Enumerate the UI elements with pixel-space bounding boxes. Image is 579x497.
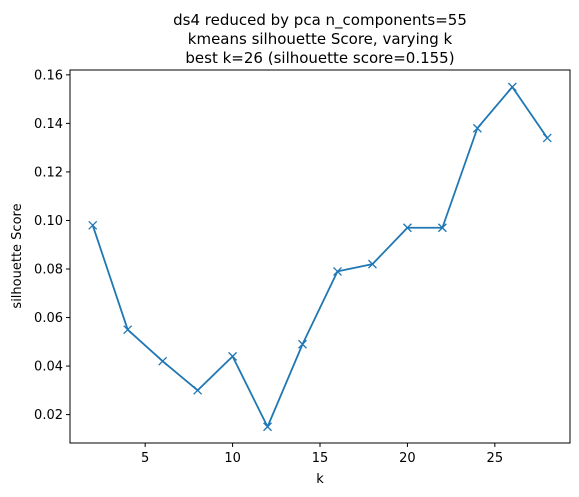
data-point-marker	[437, 223, 447, 233]
chart-title-line-3: best k=26 (silhouette score=0.155)	[185, 49, 454, 67]
x-tick-label: 5	[141, 451, 149, 466]
y-tick-label: 0.16	[34, 68, 63, 83]
series-line	[91, 86, 549, 428]
x-tick-label: 10	[224, 451, 241, 466]
plot-area-frame	[69, 69, 571, 444]
chart-title-line-1: ds4 reduced by pca n_components=55	[173, 11, 467, 30]
data-point-marker	[228, 351, 238, 361]
x-axis-label: k	[316, 472, 324, 487]
data-point-marker	[193, 385, 203, 395]
data-point-marker	[507, 82, 517, 92]
y-tick-label: 0.14	[34, 117, 63, 132]
y-tick-label: 0.02	[34, 408, 63, 423]
y-tick-label: 0.12	[34, 165, 63, 180]
data-point-marker	[333, 266, 342, 276]
data-point-marker	[472, 123, 482, 133]
y-tick-label: 0.10	[34, 214, 63, 229]
data-point-marker	[367, 259, 377, 269]
y-tick-label: 0.04	[34, 360, 63, 375]
data-point-marker	[123, 325, 133, 335]
y-tick-label: 0.08	[34, 262, 63, 277]
x-tick-label: 25	[487, 451, 504, 466]
x-tick-label: 20	[399, 451, 416, 466]
x-tick-label: 15	[312, 451, 329, 466]
y-axis: 0.02 0.04 0.06 0.08 0.10 0.12 0.14 0.16	[34, 68, 70, 423]
chart-title-line-2: kmeans silhouette Score, varying k	[188, 30, 453, 48]
x-axis: 5 10 15 20 25	[141, 443, 503, 466]
data-point-marker	[542, 133, 552, 143]
data-point-marker	[298, 339, 307, 349]
series-layer	[88, 82, 552, 432]
data-point-marker	[263, 422, 273, 432]
y-tick-label: 0.06	[34, 311, 63, 326]
data-point-marker	[402, 223, 412, 233]
data-point-marker	[158, 356, 168, 366]
data-point-marker	[88, 220, 98, 230]
y-axis-label: silhouette Score	[10, 203, 25, 308]
